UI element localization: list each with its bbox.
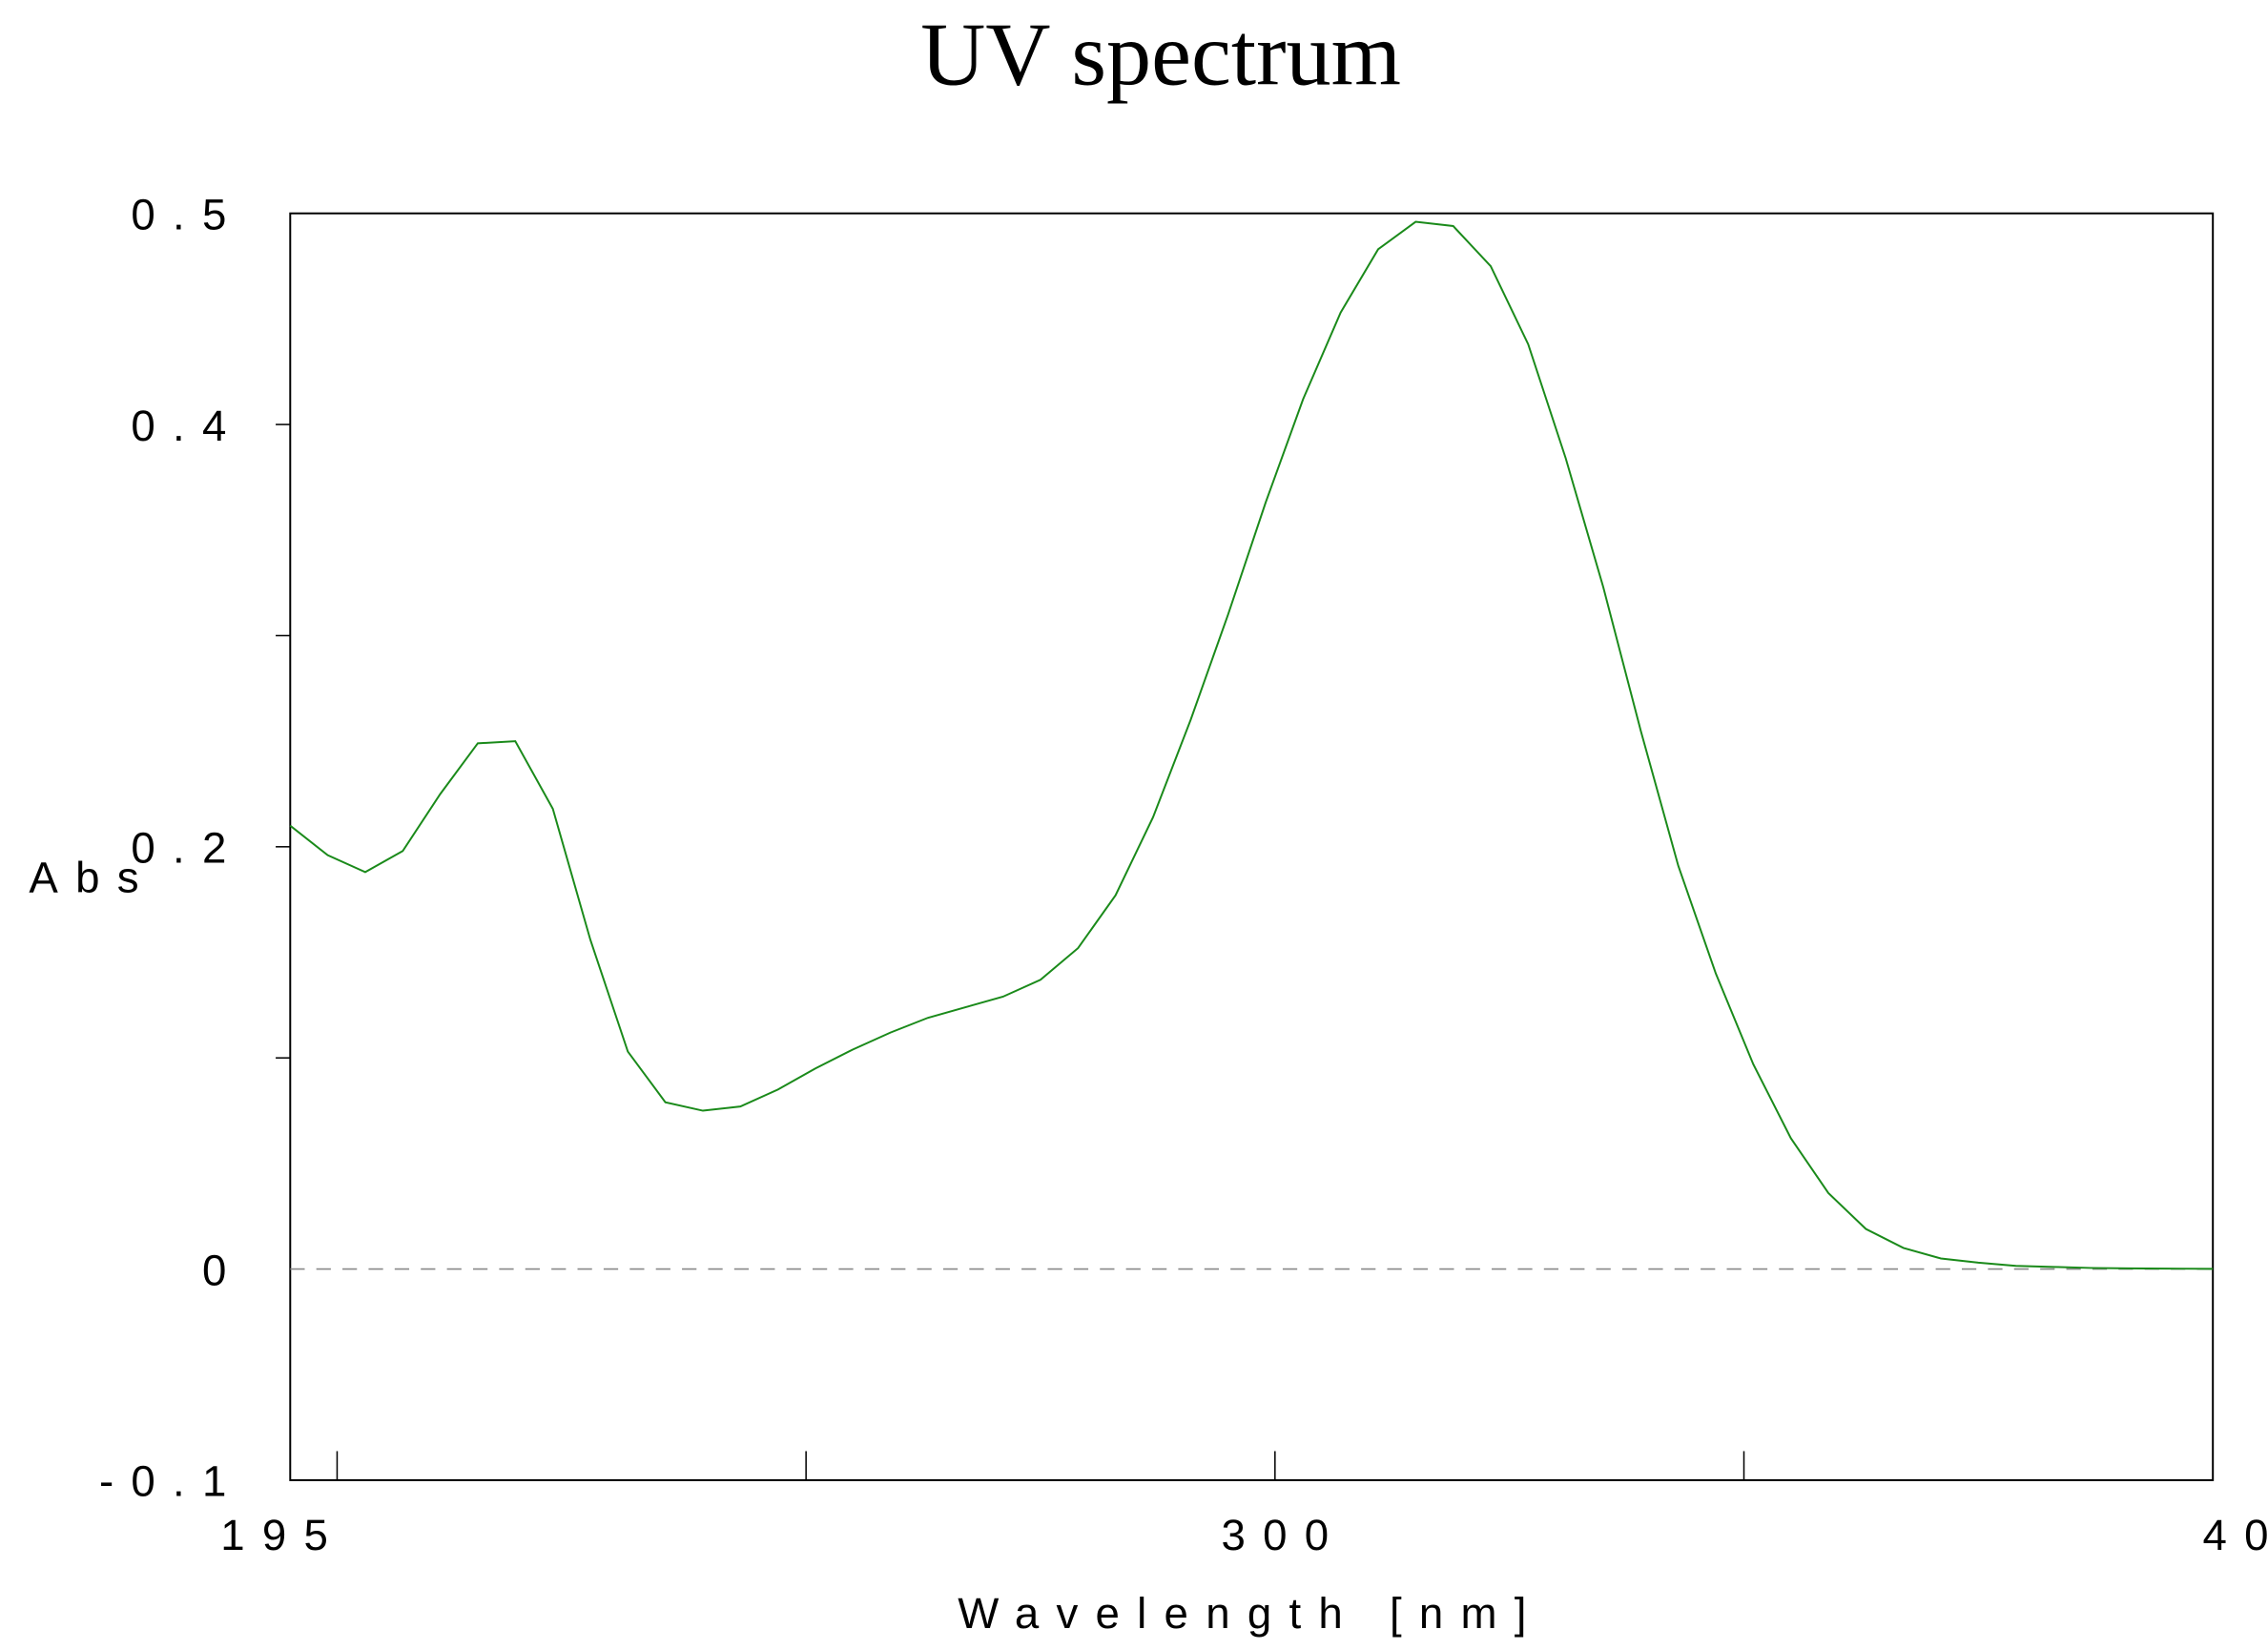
y-axis-label: Abs: [29, 854, 155, 902]
plot-frame: [289, 212, 2215, 1481]
x-tick-label: 300: [1221, 1511, 1346, 1559]
y-tick-label: 0.2: [131, 824, 243, 873]
y-tick-label: 0: [202, 1246, 244, 1294]
chart-title: UV spectrum: [920, 5, 1401, 104]
x-tick-label: 195: [220, 1511, 345, 1559]
x-axis-label: Wavelength [nm]: [958, 1589, 1544, 1638]
y-tick-label: -0.1: [99, 1457, 244, 1506]
y-tick-label: 0.5: [131, 190, 243, 238]
x-tick-label: 400: [2203, 1511, 2268, 1559]
y-tick-label: 0.4: [131, 402, 243, 450]
spectrum-line: [289, 220, 2214, 1270]
